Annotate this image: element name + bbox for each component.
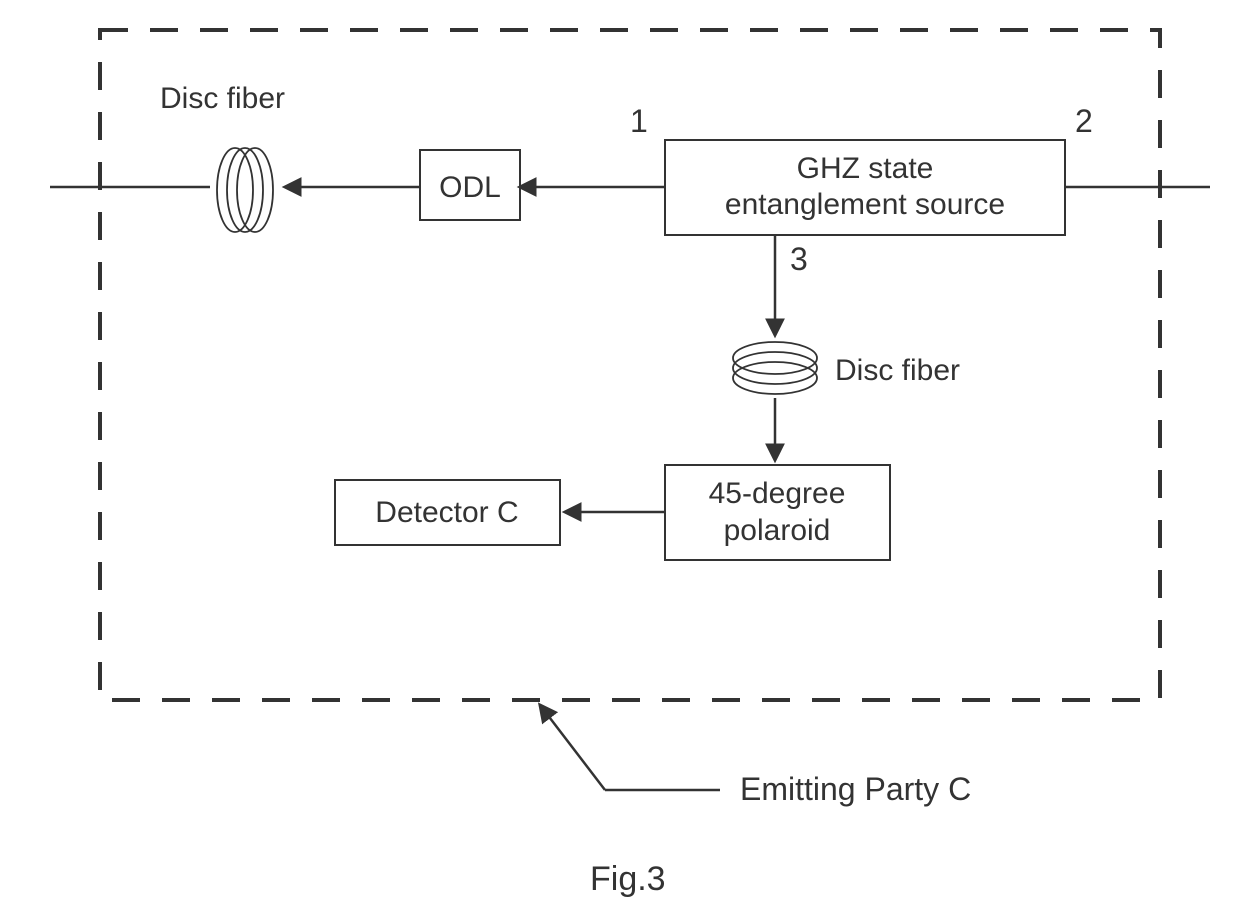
odl-label: ODL (439, 171, 501, 204)
diagram-canvas: GHZ state entanglement source 1 2 3 ODL … (0, 0, 1240, 922)
detector-box: Detector C (335, 480, 560, 545)
ghz-label-line1: GHZ state (797, 152, 934, 185)
ghz-source-box: GHZ state entanglement source (665, 140, 1065, 235)
disc-fiber-left: Disc fiber (160, 82, 285, 232)
figure-label: Fig.3 (590, 860, 666, 898)
odl-box: ODL (420, 150, 520, 220)
caption-pointer (540, 705, 720, 790)
disc-fiber-mid-label: Disc fiber (835, 354, 960, 387)
disc-fiber-left-label: Disc fiber (160, 82, 285, 115)
polaroid-box: 45-degree polaroid (665, 465, 890, 560)
polaroid-label-line1: 45-degree (709, 477, 846, 510)
port-3-label: 3 (790, 241, 808, 277)
port-1-label: 1 (630, 103, 648, 139)
port-2-label: 2 (1075, 103, 1093, 139)
disc-fiber-mid: Disc fiber (733, 342, 960, 394)
polaroid-label-line2: polaroid (724, 514, 831, 547)
ghz-label-line2: entanglement source (725, 188, 1005, 221)
caption-text: Emitting Party C (740, 771, 971, 807)
detector-label: Detector C (375, 496, 518, 529)
